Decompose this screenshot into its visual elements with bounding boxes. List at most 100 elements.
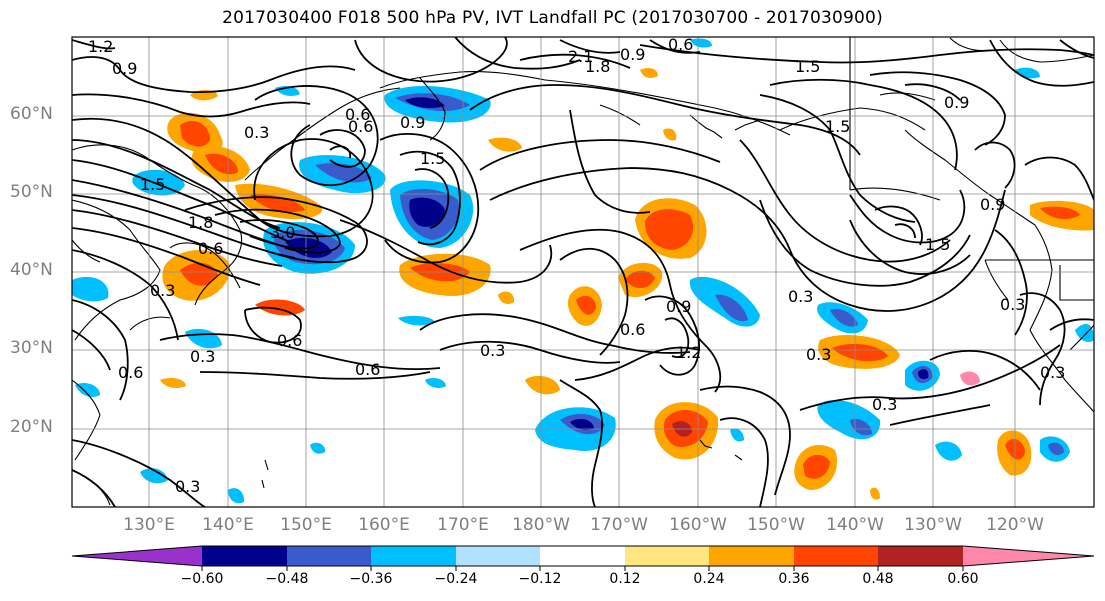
negative-anomaly-blob [228, 488, 245, 504]
positive-anomaly-blob [663, 128, 677, 141]
colorbar-tick-label: 0.24 [693, 571, 725, 587]
negative-anomaly-blob [425, 378, 446, 388]
contour-label: 0.3 [190, 347, 215, 366]
contour-label: 1.5 [795, 57, 820, 76]
positive-anomaly-blob [870, 487, 880, 500]
lon-label: 120°W [986, 515, 1044, 535]
colorbar-segment [794, 546, 878, 566]
positive-anomaly-blob [162, 250, 231, 301]
contour-label: 0.6 [345, 105, 370, 124]
colorbar-segment [202, 546, 287, 566]
contour-label: 1.5 [420, 149, 445, 168]
colorbar [71, 545, 1095, 571]
colorbar-segment [72, 546, 202, 566]
positive-anomaly-blob [1030, 200, 1094, 231]
colorbar-tick-label: −0.12 [518, 571, 562, 587]
colorbar-segment [540, 546, 625, 566]
contour-label: 0.9 [944, 93, 969, 112]
colorbar-segment [963, 546, 1094, 566]
positive-anomaly-blob [498, 291, 515, 304]
contour-label: 0.3 [1000, 295, 1025, 314]
positive-anomaly-blob [488, 137, 522, 152]
lon-label: 170°W [590, 515, 648, 535]
lat-label: 50°N [10, 182, 53, 202]
contour-label: 0.3 [806, 345, 831, 364]
positive-anomaly-blob [167, 112, 223, 155]
negative-anomaly-blob [730, 428, 744, 442]
contour-labels: 1.2 0.9 0.3 0.6 1.5 3.0 1.8 0.6 0.3 0.6 … [88, 35, 1065, 496]
lat-label: 20°N [10, 417, 53, 437]
negative-anomaly-blob [75, 383, 100, 397]
lon-label: 150°E [280, 515, 332, 535]
contour-label: 1.5 [925, 235, 950, 254]
contour-label: 0.9 [666, 297, 691, 316]
colorbar-segment [625, 546, 709, 566]
lon-label: 160°W [669, 515, 727, 535]
colorbar-segment [287, 546, 371, 566]
coastlines [72, 37, 1094, 506]
colorbar-tick-label: 0.36 [778, 571, 810, 587]
contour-label: 0.9 [112, 59, 137, 78]
negative-anomaly-blob [690, 38, 712, 48]
lon-label: 140°E [202, 515, 254, 535]
colorbar-tick-label: −0.24 [434, 571, 478, 587]
colorbar-tick-label: 0.60 [947, 571, 979, 587]
contour-label: 0.6 [277, 331, 302, 350]
lon-label: 160°E [358, 515, 410, 535]
positive-anomaly-blob [618, 262, 663, 298]
positive-anomaly-blob [654, 402, 719, 460]
contour-label: 1.8 [188, 213, 213, 232]
contour-label: 3.0 [270, 223, 295, 242]
contour-label: 0.9 [400, 113, 425, 132]
positive-anomaly-blob [794, 445, 838, 490]
lon-label: 150°W [747, 515, 805, 535]
positive-anomaly-blob [635, 198, 707, 259]
contour-label: 0.3 [175, 477, 200, 496]
contour-label: 0.6 [620, 320, 645, 339]
colorbar-tick-label: 0.48 [862, 571, 894, 587]
contour-label: 1.8 [585, 57, 610, 76]
negative-anomaly-blob [398, 315, 435, 326]
negative-anomaly-blob [1040, 436, 1070, 462]
contour-label: 0.9 [980, 195, 1005, 214]
contour-label: 1.2 [88, 37, 113, 56]
negative-anomaly-blob [384, 85, 491, 123]
ivt-contours [72, 37, 1094, 507]
positive-anomaly-blob [640, 68, 658, 78]
plot-frame [71, 36, 1095, 508]
positive-anomaly-blob [567, 286, 602, 326]
colorbar-segment [878, 546, 963, 566]
colorbar-tick-label: −0.60 [180, 571, 224, 587]
colorbar-tick-label: −0.36 [349, 571, 393, 587]
lon-label: 130°W [904, 515, 962, 535]
contour-label: 2.1 [568, 47, 593, 66]
contour-label: 0.6 [668, 35, 693, 54]
positive-anomaly-blob [818, 335, 900, 369]
negative-anomaly-blob [905, 360, 940, 391]
contour-label: 0.3 [244, 123, 269, 142]
positive-anomaly-blob [255, 299, 305, 316]
lat-label: 40°N [10, 260, 53, 280]
lat-label: 30°N [10, 338, 53, 358]
negative-anomaly-blob [140, 468, 168, 484]
colorbar-segment [456, 546, 540, 566]
colorbar-tick-label: 0.12 [609, 571, 641, 587]
map-title: 2017030400 F018 500 hPa PV, IVT Landfall… [222, 8, 883, 28]
contour-label: 1.5 [825, 117, 850, 136]
contour-label: 0.6 [355, 360, 380, 379]
contour-label: 0.3 [1040, 363, 1065, 382]
contour-label: 1.5 [140, 175, 165, 194]
contour-label: 0.6 [118, 363, 143, 382]
positive-anomaly-blob [525, 375, 560, 395]
colorbar-segment [371, 546, 456, 566]
lon-label: 170°E [437, 515, 489, 535]
contour-label: 0.6 [198, 239, 223, 258]
lon-label: 130°E [123, 515, 175, 535]
lon-label: 180°W [512, 515, 570, 535]
lon-label: 140°W [826, 515, 884, 535]
positive-anomaly-blob [960, 371, 980, 386]
negative-anomaly-blob [689, 276, 760, 327]
colorbar-segment [709, 546, 794, 566]
negative-anomaly-blob [1075, 324, 1094, 342]
